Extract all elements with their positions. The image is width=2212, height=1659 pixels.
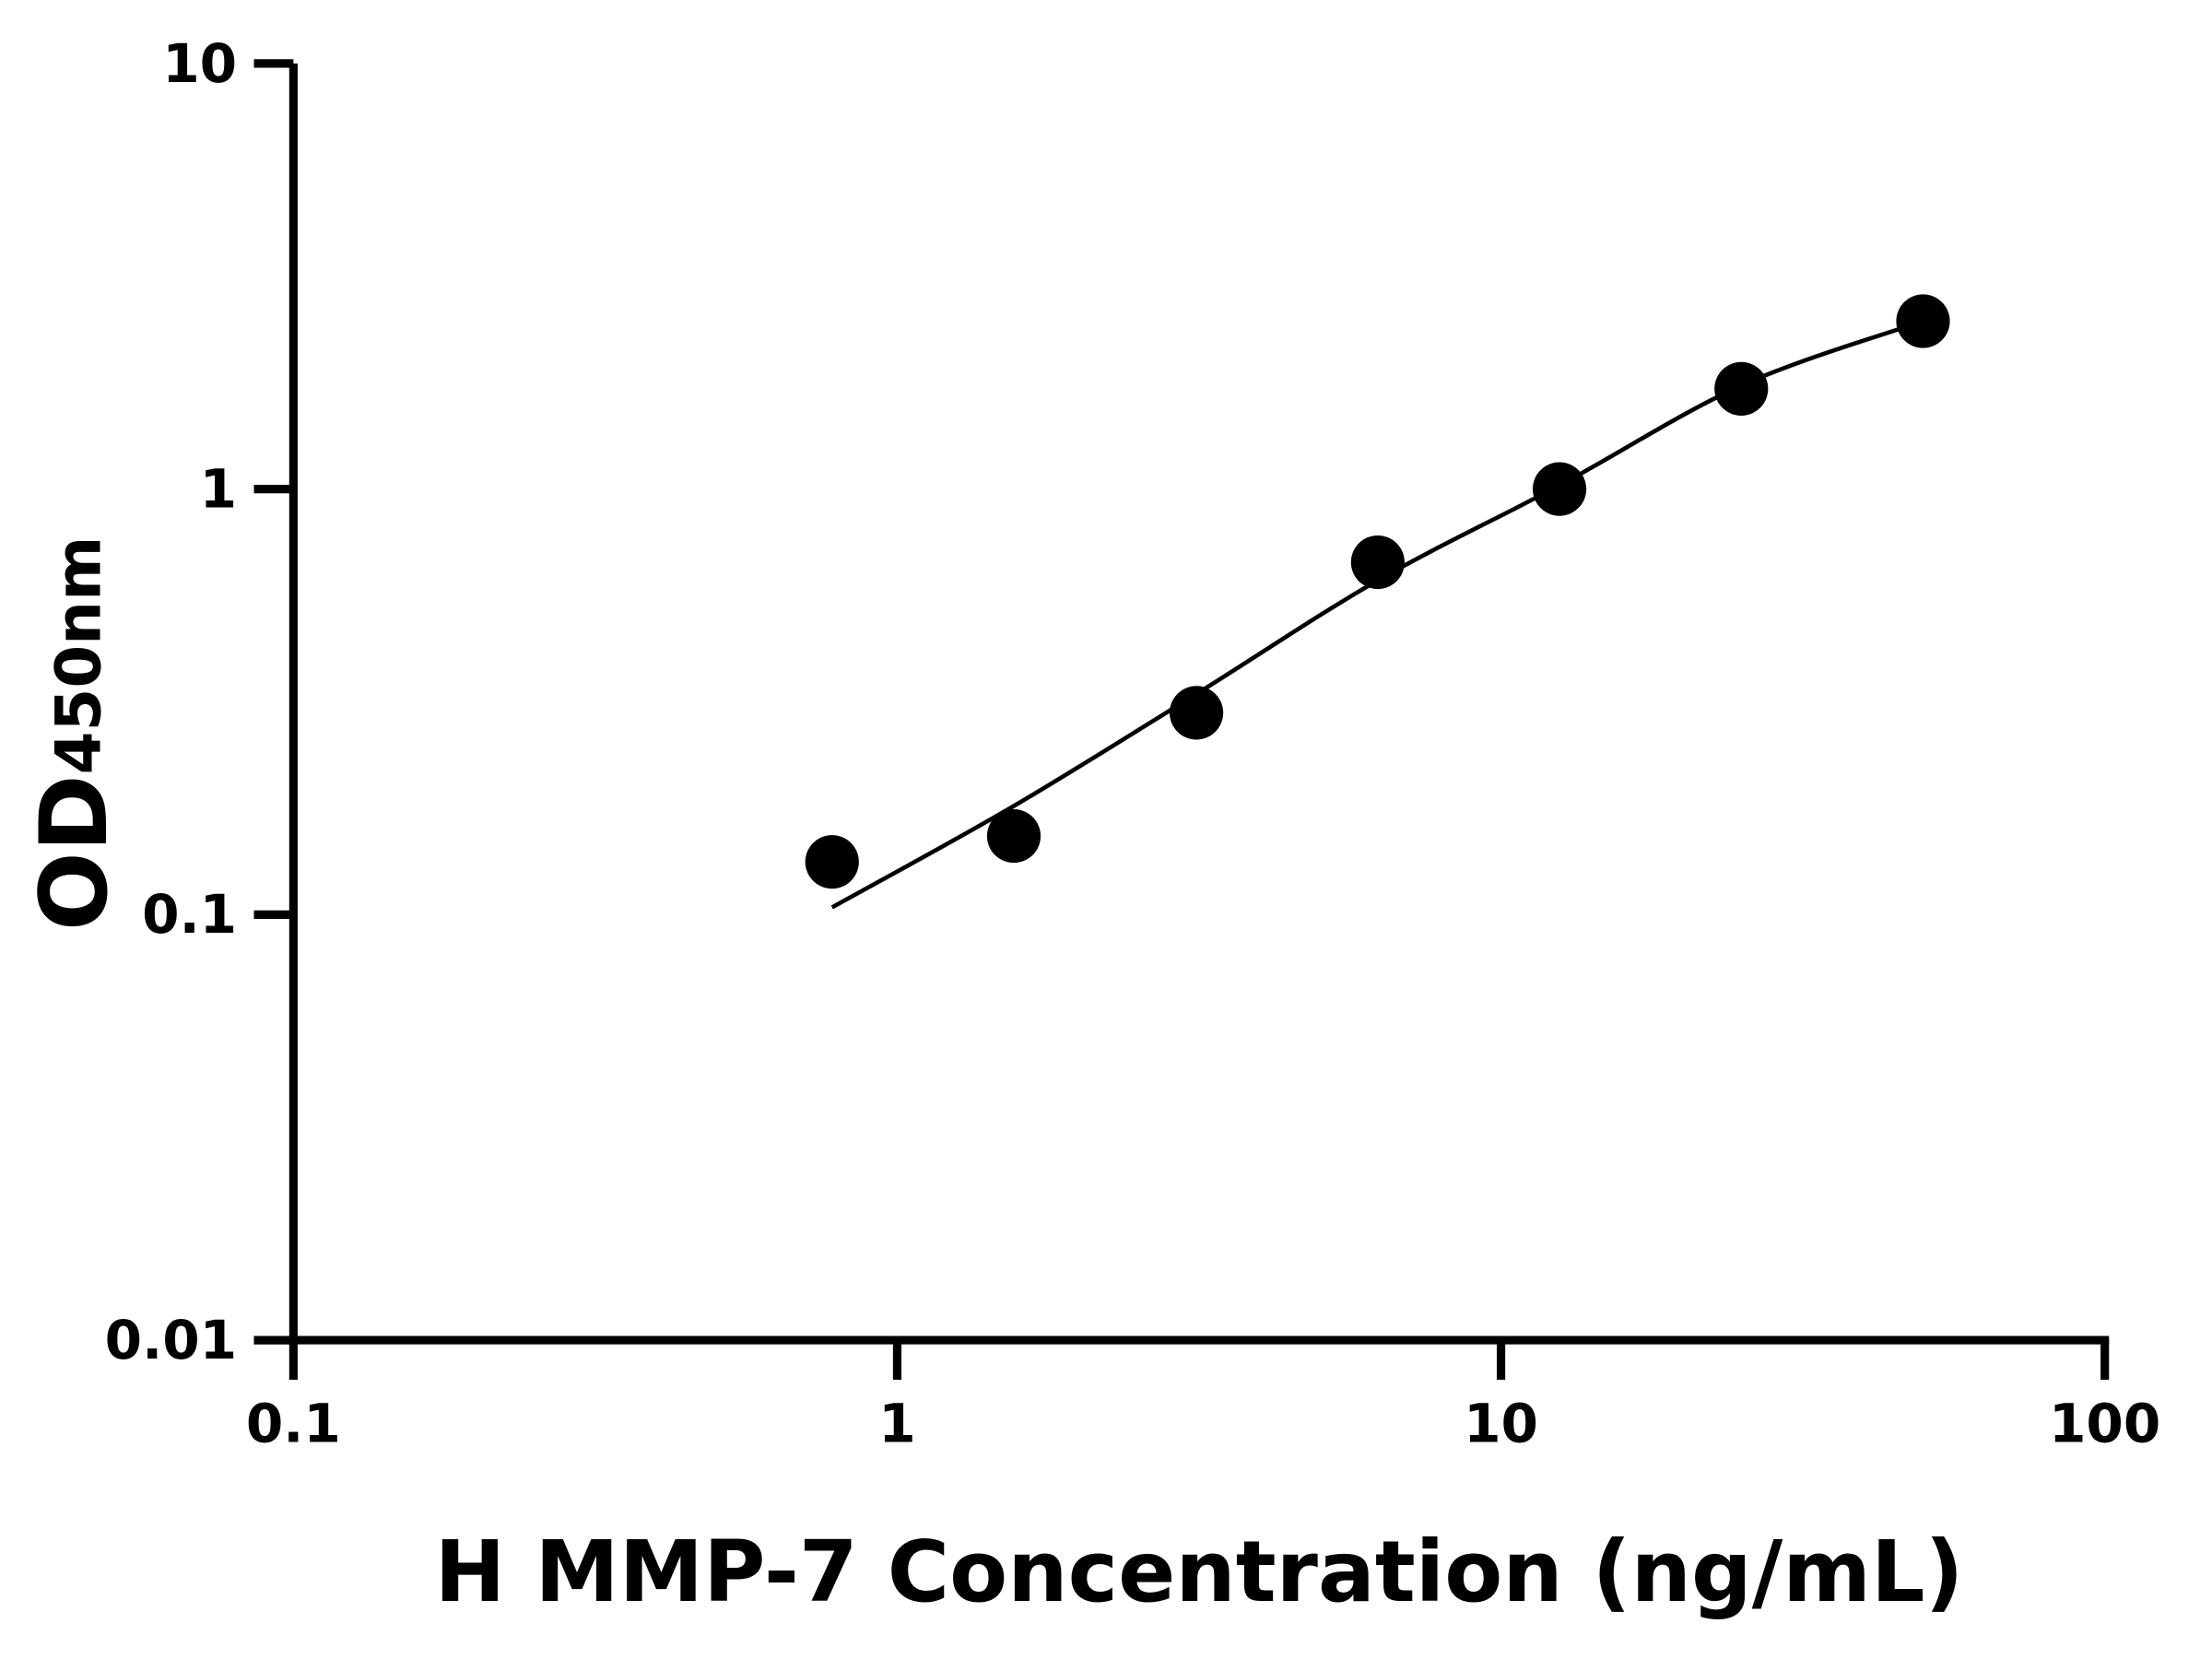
data-point	[1714, 361, 1769, 416]
data-point	[1532, 462, 1587, 516]
data-point	[1350, 535, 1405, 590]
x-tick-label: 0.1	[246, 1392, 341, 1454]
data-point	[986, 808, 1041, 864]
x-axis-label: H MMP-7 Concentration (ng/mL)	[435, 1523, 1964, 1621]
data-point	[805, 835, 859, 889]
x-tick-label: 10	[1464, 1392, 1538, 1454]
x-tick-label: 1	[878, 1392, 915, 1454]
data-point	[1170, 686, 1224, 740]
data-points	[805, 294, 1950, 889]
data-point	[1896, 294, 1950, 348]
y-axis-label-main: OD	[19, 774, 128, 931]
axes	[253, 59, 2110, 1380]
y-axis-label: OD450nm	[19, 536, 128, 931]
x-tick-label: 100	[2049, 1392, 2160, 1454]
y-tick-label: 0.1	[142, 883, 237, 946]
y-axis-label-subscript: 450nm	[42, 536, 115, 775]
y-tick-label: 10	[162, 32, 237, 95]
y-tick-label: 1	[200, 458, 237, 521]
y-tick-label: 0.01	[105, 1309, 238, 1371]
